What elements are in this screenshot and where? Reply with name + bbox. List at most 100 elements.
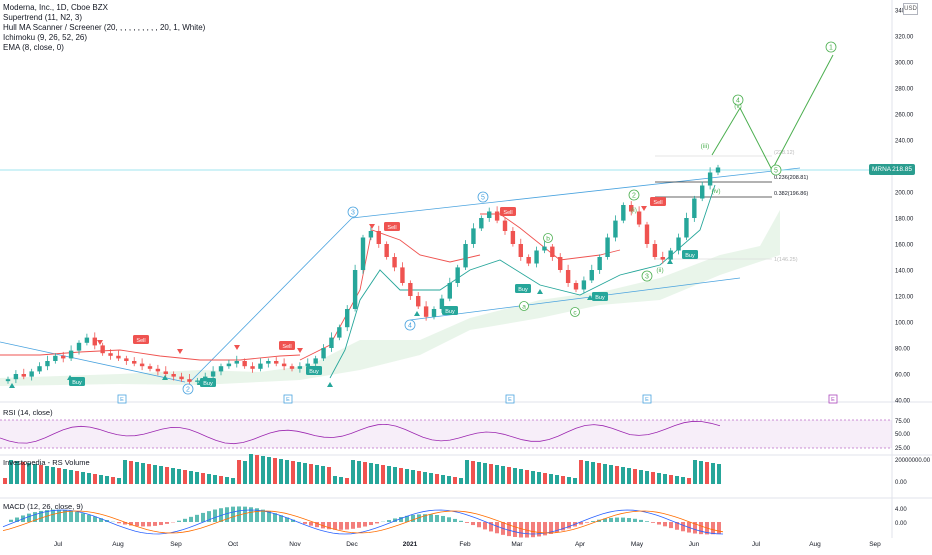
macd-histogram-bar	[633, 519, 637, 522]
time-axis-label: Sep	[170, 541, 182, 548]
wave-label: b	[546, 236, 550, 243]
sell-arrow-icon	[369, 224, 375, 229]
fib-label: (228.12)	[774, 150, 795, 156]
time-axis-label: May	[631, 541, 644, 548]
macd-axis-label: 4.00	[895, 507, 907, 513]
volume-bar	[591, 462, 595, 484]
candle-body	[329, 338, 333, 348]
earnings-marker-label: E	[286, 397, 290, 403]
indicator-supertrend[interactable]: Supertrend (11, N2, 3)	[3, 13, 205, 23]
macd-histogram-bar	[717, 522, 721, 534]
volume-bar	[369, 463, 373, 484]
candle-body	[29, 371, 33, 376]
rsi-axis-label: 75.00	[895, 419, 911, 425]
sell-arrow-icon	[177, 349, 183, 354]
volume-pane-label[interactable]: Investopedia - RS Volume	[3, 458, 90, 467]
candle-body	[511, 231, 515, 244]
candle-body	[164, 371, 168, 374]
sell-arrow-icon	[641, 206, 647, 211]
candle-body	[432, 309, 436, 317]
volume-bar	[633, 469, 637, 484]
volume-bar	[45, 466, 49, 484]
candle-body	[526, 257, 530, 264]
price-axis-label: 140.00	[895, 269, 914, 275]
volume-bar	[435, 474, 439, 484]
macd-pane-label[interactable]: MACD (12, 26, close, 9)	[3, 502, 83, 511]
indicator-ichimoku[interactable]: Ichimoku (9, 26, 52, 26)	[3, 33, 205, 43]
wave-label: 2	[632, 193, 636, 200]
volume-bar	[357, 461, 361, 484]
macd-histogram-bar	[459, 521, 463, 522]
price-axis-label: 120.00	[895, 295, 914, 301]
volume-bar	[489, 464, 493, 484]
candle-body	[290, 366, 294, 369]
volume-bar	[105, 476, 109, 484]
candle-body	[377, 231, 381, 244]
macd-histogram-bar	[189, 517, 193, 522]
candle-body	[313, 358, 317, 363]
price-axis-label: 100.00	[895, 321, 914, 327]
wave-label: 2	[186, 387, 190, 394]
volume-bar	[351, 460, 355, 484]
volume-bar	[507, 467, 511, 484]
candle-body	[353, 270, 357, 309]
volume-bar	[381, 465, 385, 484]
macd-histogram-bar	[339, 522, 343, 530]
candle-body	[195, 381, 199, 382]
volume-bar	[129, 461, 133, 484]
candle-body	[148, 366, 152, 369]
macd-histogram-bar	[231, 507, 235, 522]
indicator-hull-ma[interactable]: Hull MA Scanner / Screener (20, , , , , …	[3, 23, 205, 33]
time-axis-label: Jul	[54, 541, 63, 548]
wave-label: 5	[774, 168, 778, 175]
buy-arrow-icon	[414, 311, 420, 316]
macd-histogram-bar	[615, 518, 619, 522]
time-axis-label: 2021	[403, 541, 418, 548]
volume-bar	[123, 460, 127, 484]
macd-histogram-bar	[639, 520, 643, 522]
candle-body	[337, 327, 341, 337]
time-axis-label: Mar	[511, 541, 523, 548]
wave-label: 4	[408, 323, 412, 330]
sell-arrow-icon	[297, 348, 303, 353]
macd-histogram-bar	[75, 512, 79, 522]
candle-body	[566, 270, 570, 283]
fib-label: 0.382(196.86)	[774, 191, 808, 197]
candle-body	[392, 257, 396, 267]
macd-histogram-bar	[435, 515, 439, 522]
wave-label: 3	[645, 274, 649, 281]
volume-bar	[81, 472, 85, 484]
candle-body	[242, 361, 246, 366]
macd-histogram-bar	[447, 517, 451, 522]
wave-label: (ii)	[656, 267, 663, 274]
macd-histogram-bar	[495, 522, 499, 533]
wave-projection-line	[712, 55, 833, 170]
volume-bar	[345, 478, 349, 484]
volume-bar	[699, 461, 703, 484]
candle-body	[558, 257, 562, 270]
volume-bar	[621, 467, 625, 484]
indicator-ema[interactable]: EMA (8, close, 0)	[3, 43, 205, 53]
candle-body	[6, 379, 10, 381]
candle-body	[668, 251, 672, 260]
buy-signal-label: Buy	[203, 381, 213, 387]
buy-signal-label: Buy	[595, 295, 605, 301]
volume-bar	[513, 468, 517, 484]
time-axis-label: Sep	[869, 541, 881, 548]
candle-body	[653, 244, 657, 257]
volume-bar	[501, 466, 505, 484]
macd-histogram-bar	[513, 522, 517, 537]
symbol-title[interactable]: Moderna, Inc., 1D, Cboe BZX	[3, 3, 205, 13]
rsi-pane-label[interactable]: RSI (14, close)	[3, 408, 53, 417]
macd-histogram-bar	[345, 522, 349, 529]
macd-histogram-bar	[159, 522, 163, 525]
buy-arrow-icon	[327, 382, 333, 387]
macd-histogram-bar	[351, 522, 355, 529]
volume-bar	[309, 464, 313, 484]
candle-body	[692, 199, 696, 219]
candle-body	[448, 283, 452, 299]
currency-badge[interactable]: USD	[903, 3, 918, 15]
last-price-value: 218.85	[892, 164, 915, 175]
macd-histogram-bar	[87, 515, 91, 522]
candle-body	[550, 247, 554, 257]
